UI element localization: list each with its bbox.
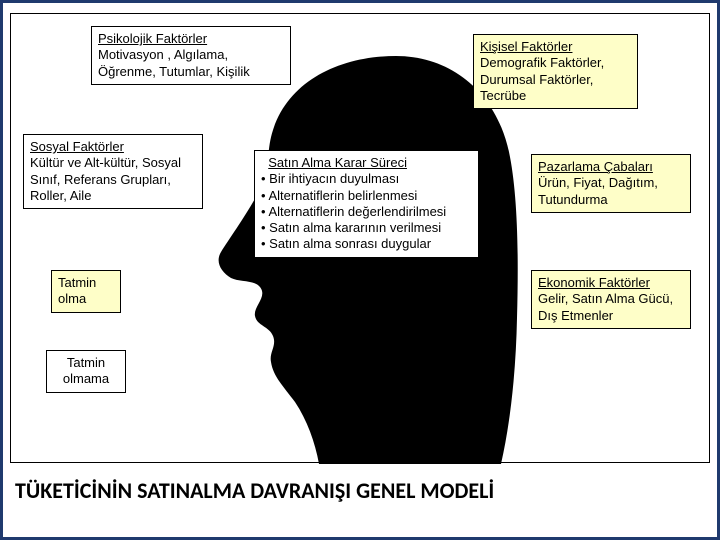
box-tatmin-olma-text: Tatmin olma [58,275,96,306]
box-kisisel-title: Kişisel Faktörler [480,39,572,54]
center-process-box: Satın Alma Karar Süreci • Bir ihtiyacın … [254,150,479,258]
center-bullet-4: • Satın alma sonrası duygular [261,236,472,252]
box-kisisel: Kişisel Faktörler Demografik Faktörler, … [473,34,638,109]
box-sosyal-title: Sosyal Faktörler [30,139,124,154]
center-bullet-2: • Alternatiflerin değerlendirilmesi [261,204,472,220]
center-bullet-0: • Bir ihtiyacın duyulması [261,171,472,187]
center-title: Satın Alma Karar Süreci [268,155,407,170]
outer-frame: Psikolojik Faktörler Motivasyon , Algıla… [0,0,720,540]
box-ekonomik-body: Gelir, Satın Alma Gücü, Dış Etmenler [538,291,673,322]
box-psikolojik-body: Motivasyon , Algılama, Öğrenme, Tutumlar… [98,47,250,78]
box-pazarlama-body: Ürün, Fiyat, Dağıtım, Tutundurma [538,175,658,206]
center-bullet-3: • Satın alma kararının verilmesi [261,220,472,236]
box-pazarlama: Pazarlama Çabaları Ürün, Fiyat, Dağıtım,… [531,154,691,213]
box-kisisel-body: Demografik Faktörler, Durumsal Faktörler… [480,55,604,103]
page-title: TÜKETİCİNİN SATINALMA DAVRANIŞI GENEL MO… [3,463,717,504]
box-ekonomik: Ekonomik Faktörler Gelir, Satın Alma Güc… [531,270,691,329]
box-psikolojik-title: Psikolojik Faktörler [98,31,207,46]
box-tatmin-olmama-text: Tatmin olmama [63,355,109,386]
box-tatmin-olma: Tatmin olma [51,270,121,313]
box-pazarlama-title: Pazarlama Çabaları [538,159,653,174]
box-tatmin-olmama: Tatmin olmama [46,350,126,393]
box-sosyal: Sosyal Faktörler Kültür ve Alt-kültür, S… [23,134,203,209]
box-ekonomik-title: Ekonomik Faktörler [538,275,650,290]
box-sosyal-body: Kültür ve Alt-kültür, Sosyal Sınıf, Refe… [30,155,181,203]
diagram-area: Psikolojik Faktörler Motivasyon , Algıla… [10,13,710,463]
box-psikolojik: Psikolojik Faktörler Motivasyon , Algıla… [91,26,291,85]
center-bullet-1: • Alternatiflerin belirlenmesi [261,188,472,204]
